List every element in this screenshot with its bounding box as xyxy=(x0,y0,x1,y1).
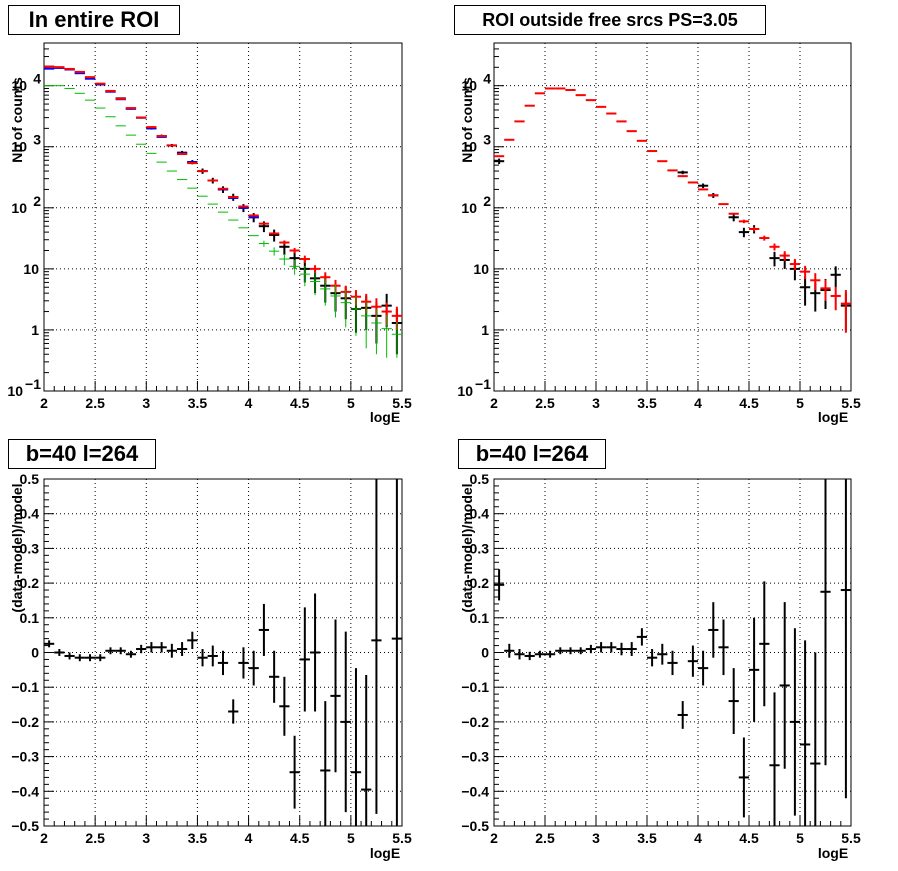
y-tick-label: −0.1 xyxy=(11,679,39,695)
y-tick-label: −0.4 xyxy=(461,783,489,799)
y-tick-label: 0 xyxy=(31,645,39,661)
x-tick-label: 3 xyxy=(592,395,600,411)
x-tick-label: 3.5 xyxy=(188,395,208,411)
x-tick-label: 2 xyxy=(40,395,48,411)
data-layer xyxy=(44,65,402,358)
data-layer xyxy=(494,479,851,826)
y-tick-label: 10 xyxy=(11,78,27,94)
x-axis-label: logE xyxy=(818,845,848,861)
y-tick-label: 0.4 xyxy=(20,506,40,522)
panel-title: ROI outside free srcs PS=3.05 xyxy=(454,5,766,35)
data-layer xyxy=(44,479,402,826)
y-tick-label: 0.5 xyxy=(470,471,490,487)
y-tick-label: 10 xyxy=(473,261,489,277)
x-tick-label: 5.5 xyxy=(841,830,861,846)
x-tick-label: 5 xyxy=(796,830,804,846)
x-axis-label: logE xyxy=(370,845,400,861)
x-axis-label: logE xyxy=(370,409,400,425)
panel-title: b=40 l=264 xyxy=(8,439,156,469)
y-tick-label: 10 xyxy=(7,383,23,399)
y-tick-exponent: 2 xyxy=(483,193,491,209)
y-tick-exponent: 4 xyxy=(33,71,41,87)
y-tick-label: −0.4 xyxy=(11,783,39,799)
y-tick-label: 10 xyxy=(23,261,39,277)
x-tick-label: 2.5 xyxy=(535,830,555,846)
x-tick-label: 4 xyxy=(245,395,253,411)
y-tick-label: 0 xyxy=(481,645,489,661)
x-tick-label: 4.5 xyxy=(739,830,759,846)
x-tick-label: 2.5 xyxy=(535,395,555,411)
x-tick-label: 5 xyxy=(347,395,355,411)
x-tick-label: 3 xyxy=(142,395,150,411)
y-tick-label: 0.3 xyxy=(20,540,40,556)
y-tick-label: 10 xyxy=(11,200,27,216)
y-tick-label: 0.4 xyxy=(470,506,490,522)
y-tick-exponent: −1 xyxy=(25,376,41,392)
x-tick-label: 2.5 xyxy=(85,830,105,846)
data-layer xyxy=(494,87,851,333)
y-tick-label: 1 xyxy=(481,322,489,338)
y-tick-label: 10 xyxy=(461,139,477,155)
x-tick-label: 4.5 xyxy=(290,830,310,846)
y-axis-label: (data-model)/model xyxy=(9,483,25,612)
y-tick-exponent: 3 xyxy=(33,132,41,148)
x-tick-label: 4.5 xyxy=(290,395,310,411)
chart-panel-4: 2 2.5 3 3.5 4 4.5 5 5.5 −0.5 −0.4 −0.3 −0.2 −0.1 0 0.1… xyxy=(459,471,861,861)
x-tick-label: 4 xyxy=(245,830,253,846)
x-tick-label: 5 xyxy=(796,395,804,411)
y-tick-label: −0.5 xyxy=(461,818,489,834)
y-tick-label: 0.1 xyxy=(470,610,490,626)
y-tick-label: 10 xyxy=(461,78,477,94)
y-tick-label: 0.2 xyxy=(470,575,490,591)
y-tick-exponent: 4 xyxy=(483,71,491,87)
x-tick-label: 3.5 xyxy=(637,395,657,411)
y-axis-label: Nb of counts xyxy=(459,77,475,163)
y-tick-label: 0.5 xyxy=(20,471,40,487)
y-tick-label: 0.3 xyxy=(470,540,490,556)
plot-frame xyxy=(43,42,403,392)
plot-frame xyxy=(493,42,852,392)
x-tick-label: 5.5 xyxy=(392,830,412,846)
y-tick-exponent: −1 xyxy=(475,376,491,392)
plot-frame xyxy=(493,478,852,827)
y-axis-label: Nb of counts xyxy=(9,77,25,163)
x-tick-label: 2 xyxy=(490,395,498,411)
y-tick-label: 1 xyxy=(31,322,39,338)
y-tick-label: 10 xyxy=(457,383,473,399)
x-tick-label: 4 xyxy=(694,395,702,411)
x-tick-label: 4 xyxy=(694,830,702,846)
x-tick-label: 3 xyxy=(142,830,150,846)
y-tick-label: −0.3 xyxy=(11,749,39,765)
x-tick-label: 3 xyxy=(592,830,600,846)
y-tick-label: 0.2 xyxy=(20,575,40,591)
x-tick-label: 5.5 xyxy=(841,395,861,411)
y-axis-label: (data-model)/model xyxy=(459,483,475,612)
x-tick-label: 5.5 xyxy=(392,395,412,411)
x-tick-label: 3.5 xyxy=(188,830,208,846)
x-tick-label: 2 xyxy=(40,830,48,846)
plot-frame xyxy=(43,478,403,827)
y-tick-label: −0.2 xyxy=(461,714,489,730)
panel-title: b=40 l=264 xyxy=(458,439,606,469)
y-tick-label: −0.5 xyxy=(11,818,39,834)
x-tick-label: 5 xyxy=(347,830,355,846)
y-tick-exponent: 3 xyxy=(483,132,491,148)
chart-panel-3: 2 2.5 3 3.5 4 4.5 5 5.5 −0.5 −0.4 −0.3 −0.2 −0.1 0 0.1… xyxy=(9,471,412,861)
x-tick-label: 2.5 xyxy=(85,395,105,411)
y-tick-label: −0.3 xyxy=(461,749,489,765)
y-tick-label: 10 xyxy=(461,200,477,216)
x-tick-label: 4.5 xyxy=(739,395,759,411)
y-tick-label: 0.1 xyxy=(20,610,40,626)
panel-title: In entire ROI xyxy=(8,5,180,35)
x-tick-label: 2 xyxy=(490,830,498,846)
y-tick-exponent: 2 xyxy=(33,193,41,209)
y-tick-label: −0.2 xyxy=(11,714,39,730)
y-tick-label: 10 xyxy=(11,139,27,155)
y-tick-label: −0.1 xyxy=(461,679,489,695)
x-axis-label: logE xyxy=(818,409,848,425)
x-tick-label: 3.5 xyxy=(637,830,657,846)
